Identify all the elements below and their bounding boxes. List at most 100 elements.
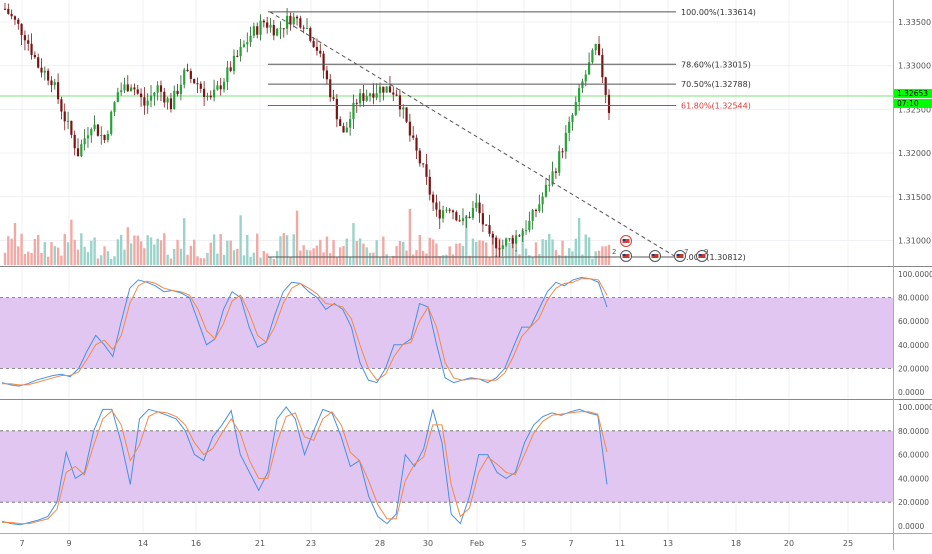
volume-bar (534, 242, 538, 265)
candle-down (432, 194, 435, 203)
candle-up (226, 67, 229, 82)
time-tick-label: 18 (731, 539, 741, 548)
volume-bar (385, 254, 388, 265)
time-tick-label: Feb (470, 539, 484, 548)
candle-down (498, 248, 501, 250)
volume-bar (544, 239, 548, 265)
candles (3, 2, 611, 258)
candle-up (216, 85, 219, 90)
candle-down (50, 80, 53, 86)
candle-up (368, 93, 372, 97)
stoch-d-line (2, 278, 608, 386)
volume-bar (159, 240, 163, 265)
candle-down (607, 94, 611, 113)
candle-down (415, 137, 418, 151)
volume-bar (538, 254, 541, 265)
volume-bar (455, 243, 458, 265)
candle-up (461, 218, 465, 222)
candle-down (17, 19, 20, 24)
event-icon-canton (651, 254, 655, 256)
candle-up (249, 35, 252, 43)
candle-up (501, 245, 504, 250)
volume-bar (395, 246, 398, 265)
volume-bar (163, 233, 166, 265)
volume-bar (348, 256, 352, 265)
volume-bar (425, 253, 428, 265)
candle-down (488, 225, 491, 234)
volume-bar (587, 237, 591, 265)
volume-bar (143, 248, 146, 265)
volume-bar (103, 246, 106, 265)
candle-down (342, 126, 345, 133)
candle-up (279, 28, 282, 30)
volume-bar (23, 254, 27, 265)
volume-bar (368, 252, 372, 265)
candle-down (518, 235, 521, 237)
candle-down (322, 53, 325, 71)
time-tick-label: 30 (423, 539, 433, 548)
candle-down (458, 220, 461, 222)
volume-bar (411, 254, 415, 265)
volume-bar (116, 239, 120, 265)
volume-bar (289, 257, 292, 265)
volume-bar (431, 239, 435, 265)
time-tick-label: 5 (521, 539, 526, 548)
osc-tick-label: 20.0000 (898, 364, 929, 373)
volume-bar (491, 235, 495, 265)
candle-up (568, 121, 571, 133)
candle-down (289, 15, 292, 25)
volume-bar (362, 243, 365, 265)
volume-bar (119, 234, 123, 265)
volume-bar (219, 233, 222, 265)
candle-down (76, 148, 80, 157)
osc-tick-label: 40.0000 (898, 474, 929, 483)
candle-down (309, 28, 312, 41)
candle-up (179, 84, 182, 95)
candle-up (116, 92, 119, 103)
us-flag-icon (620, 250, 632, 262)
candle-down (73, 134, 76, 149)
volume-bar (299, 250, 302, 265)
candle-up (441, 210, 445, 219)
volume-bar (189, 245, 193, 265)
osc-tick-label: 0.0000 (898, 388, 924, 397)
candle-down (189, 71, 192, 79)
candle-up (358, 93, 362, 104)
volume-bar (551, 239, 554, 265)
candle-up (53, 82, 56, 86)
candle-down (126, 84, 129, 92)
price-tick-label: 1.32500 (898, 105, 931, 114)
volume-bar (405, 250, 408, 265)
volume-bar (332, 240, 335, 265)
candle-down (203, 88, 206, 98)
candle-down (272, 25, 275, 36)
candle-down (438, 209, 441, 219)
candle-down (422, 163, 425, 165)
candle-up (365, 96, 368, 101)
volume-bar (192, 239, 196, 265)
candle-up (173, 90, 176, 110)
candle-down (63, 111, 66, 122)
volume-bar (428, 237, 431, 265)
candle-up (514, 235, 518, 244)
candle-down (481, 213, 484, 225)
volume-bar (521, 228, 524, 265)
volume-bar (149, 237, 153, 265)
volume-bar (564, 255, 568, 265)
volume-bar (345, 238, 349, 265)
volume-bar (83, 246, 86, 265)
candle-up (206, 95, 209, 98)
candle-up (305, 28, 309, 30)
candle-down (262, 20, 265, 23)
candle-down (408, 121, 411, 136)
volume-bar (46, 256, 50, 265)
candle-up (153, 92, 156, 96)
candle-down (133, 87, 136, 90)
candle-up (246, 42, 249, 45)
candle-down (143, 97, 146, 106)
volume-bar (604, 246, 607, 265)
osc-tick-label: 0.0000 (898, 522, 924, 531)
candle-up (471, 207, 475, 218)
volume-bar (415, 250, 418, 265)
